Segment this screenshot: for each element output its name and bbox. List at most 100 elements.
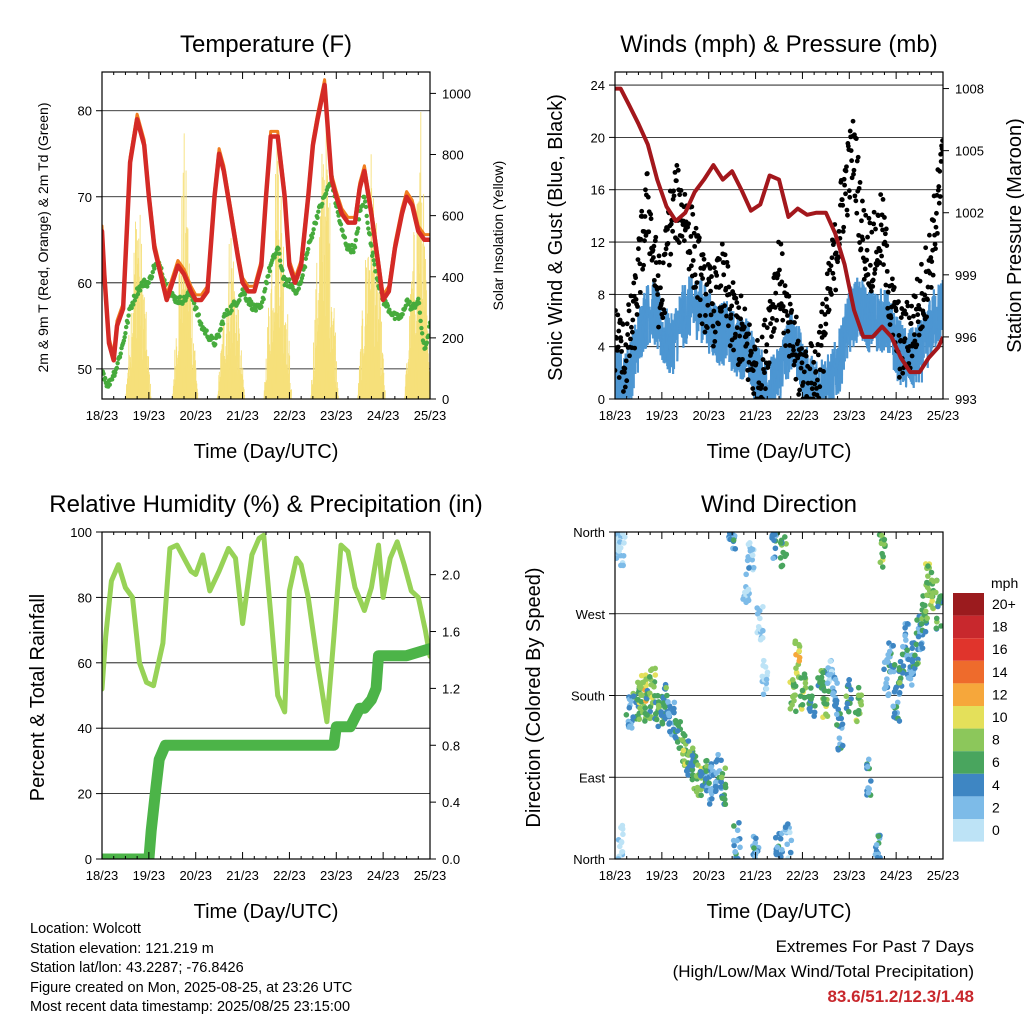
direction-point — [803, 680, 809, 686]
direction-point — [698, 793, 704, 799]
gust-point — [915, 312, 920, 317]
gust-point — [853, 193, 858, 198]
gust-point — [931, 273, 936, 278]
direction-point — [897, 718, 903, 724]
direction-point — [665, 699, 671, 705]
gust-point — [821, 369, 826, 374]
dewpoint-point — [420, 331, 424, 335]
dewpoint-point — [280, 268, 284, 272]
gust-point — [849, 158, 854, 163]
direction-point — [642, 718, 648, 724]
gust-point — [793, 377, 798, 382]
direction-point — [731, 823, 737, 829]
gust-point — [851, 119, 856, 124]
gust-point — [723, 252, 728, 257]
legend-label: 16 — [992, 641, 1008, 657]
y-tick-label: 70 — [78, 190, 92, 205]
dewpoint-point — [278, 258, 282, 262]
gust-point — [871, 278, 876, 283]
gust-point — [768, 321, 773, 326]
gust-point — [704, 292, 709, 297]
legend-label: 0 — [992, 822, 1000, 838]
gust-point — [935, 231, 940, 236]
extremes-box: Extremes For Past 7 Days (High/Low/Max W… — [673, 934, 974, 1009]
extremes-title: Extremes For Past 7 Days — [673, 934, 974, 959]
gust-point — [786, 329, 791, 334]
direction-point — [866, 790, 872, 796]
direction-point — [883, 680, 889, 686]
dewpoint-point — [150, 275, 154, 279]
dewpoint-point — [147, 281, 151, 285]
gust-point — [629, 325, 634, 330]
direction-point — [735, 827, 741, 833]
direction-point — [790, 677, 796, 683]
dewpoint-point — [268, 269, 272, 273]
gust-point — [716, 322, 721, 327]
dewpoint-point — [427, 324, 431, 328]
direction-point — [719, 775, 725, 781]
direction-point — [732, 546, 738, 552]
y-tick-label: 0 — [85, 852, 92, 867]
gust-point — [907, 315, 912, 320]
gust-point — [814, 369, 819, 374]
gust-point — [720, 242, 725, 247]
y-right-tick-label: 1.2 — [442, 681, 460, 696]
gust-point — [811, 360, 816, 365]
dewpoint-point — [340, 229, 344, 233]
direction-point — [793, 709, 799, 715]
panel-2: Winds (mph) & Pressure (mb)Time (Day/UTC… — [545, 31, 1024, 463]
dewpoint-point — [311, 227, 315, 231]
direction-point — [833, 701, 839, 707]
y-axis-label: 2m & 9m T (Red, Orange) & 2m Td (Green) — [35, 103, 51, 373]
x-tick-label: 24/23 — [367, 868, 400, 883]
gust-point — [917, 333, 922, 338]
gust-point — [627, 353, 632, 358]
direction-point — [779, 847, 785, 853]
dewpoint-point — [119, 351, 123, 355]
gust-point — [742, 325, 747, 330]
legend-swatch — [953, 638, 984, 661]
gust-point — [869, 230, 874, 235]
dewpoint-point — [138, 288, 142, 292]
direction-point — [627, 705, 633, 711]
gust-point — [878, 192, 883, 197]
gust-point — [929, 259, 934, 264]
direction-point — [647, 674, 653, 680]
series-solar — [102, 112, 430, 399]
direction-point — [888, 669, 894, 675]
gust-point — [709, 312, 714, 317]
direction-point — [924, 615, 930, 621]
direction-point — [619, 839, 625, 845]
direction-point — [635, 697, 641, 703]
legend-label: 8 — [992, 732, 1000, 748]
y-right-tick-label: 0.4 — [442, 795, 460, 810]
x-tick-label: 25/23 — [927, 868, 960, 883]
legend-swatch — [953, 616, 984, 639]
dewpoint-point — [369, 243, 373, 247]
legend-label: 6 — [992, 754, 1000, 770]
gust-point — [674, 163, 679, 168]
gust-point — [785, 313, 790, 318]
gust-point — [671, 189, 676, 194]
y-right-tick-label: 999 — [955, 268, 977, 283]
legend-label: 12 — [992, 686, 1008, 702]
dewpoint-point — [306, 247, 310, 251]
gust-point — [928, 255, 933, 260]
direction-point — [902, 625, 908, 631]
dewpoint-point — [363, 199, 367, 203]
x-tick-label: 23/23 — [320, 408, 353, 423]
direction-point — [754, 605, 760, 611]
gust-point — [712, 339, 717, 344]
direction-point — [664, 693, 670, 699]
dewpoint-point — [419, 326, 423, 330]
gust-point — [653, 235, 658, 240]
gust-point — [842, 183, 847, 188]
dewpoint-point — [400, 312, 404, 316]
gust-point — [812, 382, 817, 387]
gust-point — [616, 329, 621, 334]
gust-point — [845, 213, 850, 218]
gust-point — [931, 218, 936, 223]
direction-point — [747, 540, 753, 546]
gust-point — [764, 342, 769, 347]
direction-point — [892, 710, 898, 716]
